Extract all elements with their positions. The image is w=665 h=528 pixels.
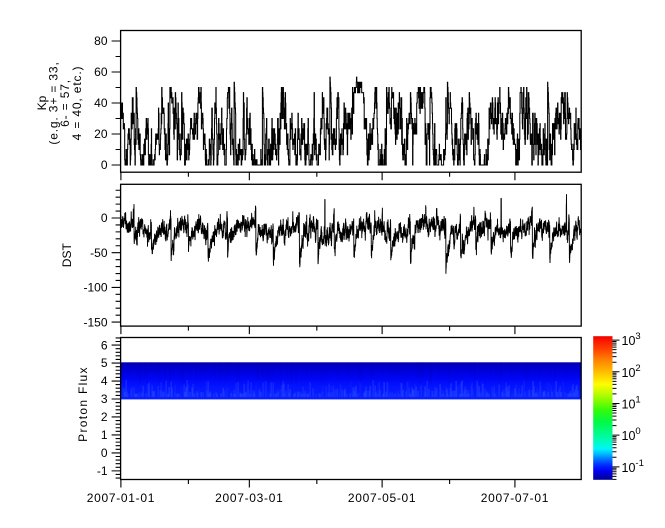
svg-text:40: 40 [94,96,108,110]
svg-text:2007-03-01: 2007-03-01 [215,491,283,505]
svg-text:1: 1 [101,428,108,442]
svg-text:80: 80 [94,34,108,48]
svg-text:-150: -150 [83,315,107,329]
svg-text:-100: -100 [83,281,107,295]
svg-text:0: 0 [101,158,108,172]
svg-text:2007-07-01: 2007-07-01 [481,491,549,505]
svg-text:Proton Flux: Proton Flux [76,366,90,442]
svg-text:3: 3 [101,392,108,406]
svg-text:DST: DST [60,243,74,268]
svg-text:6- = 57,: 6- = 57, [58,79,72,127]
svg-text:6: 6 [101,338,108,352]
svg-text:Kp: Kp [35,95,49,110]
svg-text:2: 2 [101,410,108,424]
svg-text:2007-05-01: 2007-05-01 [348,491,416,505]
svg-text:2007-01-01: 2007-01-01 [87,491,155,505]
svg-text:0: 0 [101,446,108,460]
svg-text:-1: -1 [97,464,108,478]
svg-text:60: 60 [94,65,108,79]
svg-text:4: 4 [101,374,108,388]
svg-text:-50: -50 [90,246,108,260]
svg-text:20: 20 [94,127,108,141]
svg-text:5: 5 [101,356,108,370]
svg-text:(e.g. 3+ = 33,: (e.g. 3+ = 33, [47,61,61,144]
svg-text:0: 0 [101,211,108,225]
svg-text:4 = 40, etc.): 4 = 40, etc.) [70,66,84,141]
